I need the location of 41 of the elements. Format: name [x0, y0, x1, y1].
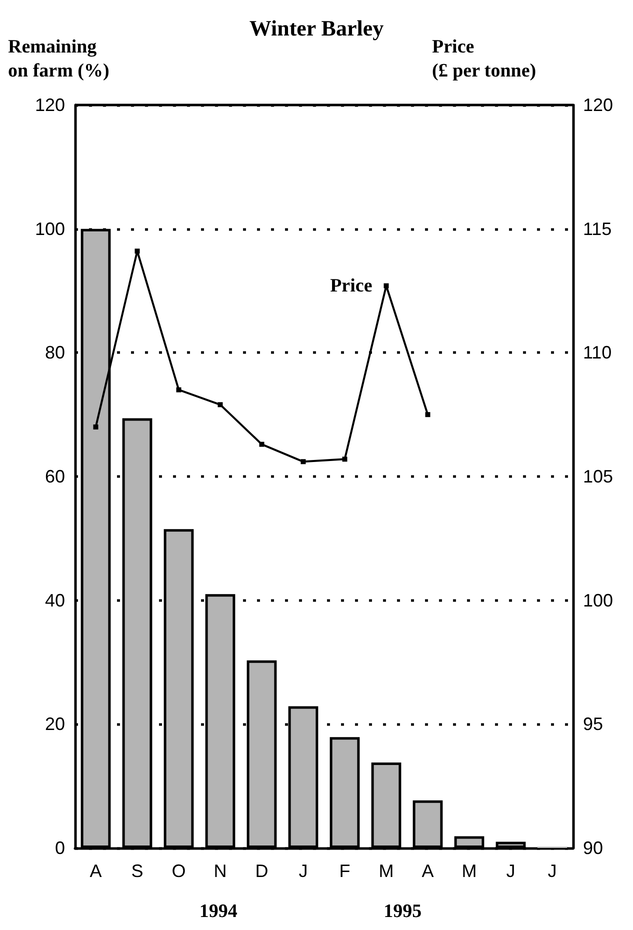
y-tick-label: 80	[44, 342, 65, 363]
x-tick-label: N	[214, 861, 227, 881]
x-tick-label: A	[90, 861, 102, 881]
x-tick-label: F	[339, 861, 350, 881]
series-label: Price	[330, 275, 372, 296]
y-tick-label: 20	[44, 714, 65, 734]
text: 1995	[384, 901, 422, 922]
x-tick-label: J	[548, 861, 557, 881]
y2-tick-label: 110	[583, 342, 612, 363]
point	[176, 387, 182, 392]
point	[425, 412, 430, 418]
y-tick-label: 120	[34, 95, 65, 115]
y-tick-label: 100	[34, 218, 65, 239]
x-tick-label: J	[506, 861, 516, 881]
point	[259, 442, 264, 447]
point	[342, 456, 348, 462]
text: 1994	[199, 901, 238, 922]
point	[384, 283, 389, 288]
x-tick-label: D	[255, 861, 268, 881]
y2-tick-label: 105	[583, 466, 614, 486]
y2-tick-label: 115	[583, 218, 612, 239]
y-tick-label: 40	[44, 590, 65, 610]
x-tick-label: M	[462, 861, 477, 881]
point	[134, 248, 140, 254]
x-tick-label: J	[298, 861, 308, 881]
x-tick-label: A	[422, 861, 434, 881]
chart-title: Winter Barley	[249, 16, 384, 40]
y2-tick-label: 90	[583, 838, 604, 858]
point	[218, 402, 223, 408]
y2-tick-label: 100	[583, 590, 614, 610]
y2-tick-label: 95	[583, 714, 604, 734]
x-tick-label: S	[131, 861, 144, 881]
x-tick-label: M	[378, 861, 394, 881]
y-tick-label: 0	[54, 838, 65, 858]
y-tick-label: 60	[44, 466, 65, 486]
y-axis-title: Remaining on farm (%)	[8, 36, 110, 82]
point	[300, 459, 306, 464]
point	[93, 424, 98, 430]
x-tick-label: O	[172, 861, 186, 881]
y2-axis-title: Price (£ per tonne)	[432, 36, 536, 82]
y2-tick-label: 120	[583, 95, 614, 115]
